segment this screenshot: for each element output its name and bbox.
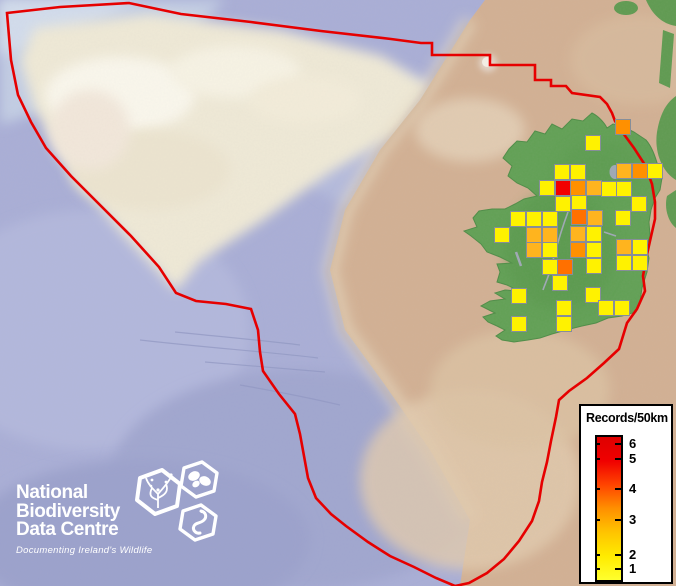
logo-line-1: National (16, 482, 88, 503)
record-square[interactable] (632, 255, 648, 271)
record-square[interactable] (557, 259, 573, 275)
record-square[interactable] (526, 227, 542, 243)
legend-tick-label: 6 (629, 436, 637, 451)
legend-tick (595, 554, 600, 556)
legend-tick-label: 4 (629, 481, 637, 496)
record-square[interactable] (614, 300, 630, 316)
legend-tick (595, 488, 600, 490)
legend-tick (615, 458, 623, 460)
legend-tick (615, 554, 623, 556)
legend-tick (615, 488, 623, 490)
record-square[interactable] (539, 180, 555, 196)
nbdc-logo: National Biodiversity Data Centre Docume… (16, 482, 153, 556)
record-square[interactable] (616, 181, 632, 197)
legend-tick-label: 2 (629, 547, 637, 562)
record-square[interactable] (647, 163, 663, 179)
record-square[interactable] (554, 164, 570, 180)
record-square[interactable] (615, 119, 631, 135)
logo-line-3: Data Centre (16, 519, 119, 540)
record-square[interactable] (616, 255, 632, 271)
record-square[interactable] (616, 163, 632, 179)
legend-title: Records/50km (586, 411, 668, 425)
record-square[interactable] (556, 316, 572, 332)
designated-area-boundary (5, 1, 657, 586)
legend-tick (595, 568, 600, 570)
butterfly-hexagon-icon (179, 460, 219, 499)
record-square[interactable] (631, 196, 647, 212)
record-square[interactable] (511, 288, 527, 304)
record-square[interactable] (586, 242, 602, 258)
legend-tick (595, 443, 600, 445)
record-square[interactable] (526, 242, 542, 258)
logo-tagline: Documenting Ireland's Wildlife (16, 544, 153, 556)
record-square[interactable] (511, 316, 527, 332)
legend-tick-label: 3 (629, 512, 637, 527)
record-square[interactable] (552, 275, 568, 291)
record-square[interactable] (585, 287, 601, 303)
record-square[interactable] (601, 181, 617, 197)
record-square[interactable] (587, 210, 603, 226)
legend-tick (615, 519, 623, 521)
record-square[interactable] (542, 211, 558, 227)
record-square[interactable] (632, 163, 648, 179)
record-square[interactable] (616, 239, 632, 255)
logo-hexagons (135, 460, 219, 542)
plant-hexagon-icon (135, 468, 182, 516)
legend-color-bar (595, 435, 623, 582)
record-square[interactable] (542, 227, 558, 243)
logo-line-2: Biodiversity (16, 500, 120, 522)
record-square[interactable] (570, 226, 586, 242)
record-square[interactable] (556, 300, 572, 316)
record-square[interactable] (586, 226, 602, 242)
record-square[interactable] (570, 242, 586, 258)
record-square[interactable] (585, 135, 601, 151)
legend-tick (615, 443, 623, 445)
seahorse-hexagon-icon (178, 503, 218, 542)
record-square[interactable] (494, 227, 510, 243)
record-square[interactable] (555, 196, 571, 212)
legend-tick-label: 1 (629, 561, 637, 576)
record-square[interactable] (510, 211, 526, 227)
record-square[interactable] (571, 209, 587, 225)
record-square[interactable] (586, 258, 602, 274)
record-square[interactable] (570, 180, 586, 196)
legend-tick (595, 458, 600, 460)
record-square[interactable] (555, 180, 571, 196)
record-square[interactable] (542, 259, 558, 275)
record-square[interactable] (615, 210, 631, 226)
record-square[interactable] (586, 180, 602, 196)
record-square[interactable] (526, 211, 542, 227)
legend-tick (595, 519, 600, 521)
record-square[interactable] (632, 239, 648, 255)
record-square[interactable] (570, 164, 586, 180)
record-square[interactable] (598, 300, 614, 316)
legend-tick (615, 568, 623, 570)
legend-tick-label: 5 (629, 451, 637, 466)
record-square[interactable] (542, 242, 558, 258)
